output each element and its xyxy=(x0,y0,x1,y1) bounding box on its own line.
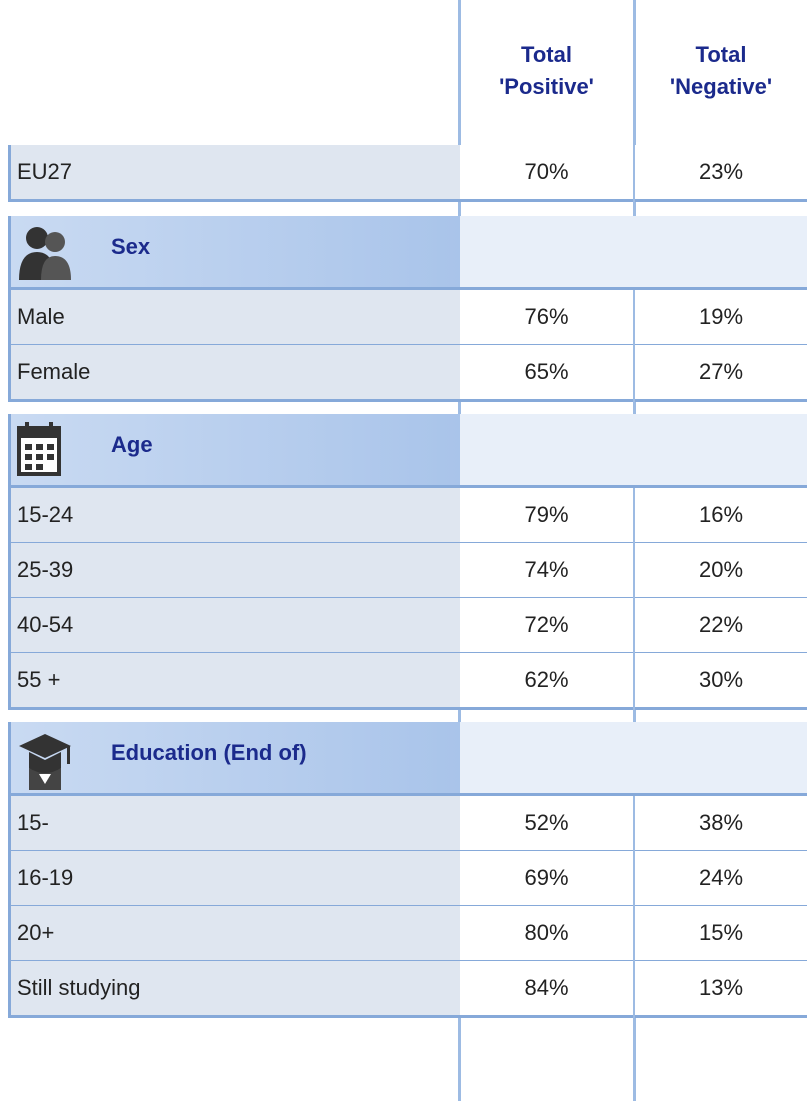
cell-text: 24% xyxy=(698,865,744,890)
section-header-fill xyxy=(460,722,807,796)
cell-text: 69% xyxy=(524,865,569,890)
column-header-text: Total 'Negative' xyxy=(669,42,773,99)
cell-text: 70% xyxy=(524,159,569,184)
row-label-text: Still studying xyxy=(17,975,141,1000)
cell-text: 74% xyxy=(524,557,569,582)
cell: 24% xyxy=(635,851,807,908)
cell-text: 80% xyxy=(524,920,569,945)
row-label: 16-19 xyxy=(8,851,460,908)
cell: 30% xyxy=(635,653,807,710)
section-header-fill xyxy=(460,216,807,290)
cell-text: 19% xyxy=(698,304,744,329)
cell-text: 13% xyxy=(698,975,744,1000)
cell: 69% xyxy=(460,851,633,908)
cell-text: 22% xyxy=(698,612,744,637)
section-header-fill xyxy=(460,414,807,488)
cell: 72% xyxy=(460,598,633,655)
column-header-text: Total 'Positive' xyxy=(499,42,594,99)
row-label-text: Female xyxy=(17,359,91,384)
cell: 23% xyxy=(635,145,807,202)
row-label: 25-39 xyxy=(8,543,460,600)
row-label: 15-24 xyxy=(8,488,460,545)
section-icon xyxy=(15,222,75,287)
section-header: Age xyxy=(8,414,460,488)
row-label-text: 40-54 xyxy=(17,612,74,637)
cell-text: 65% xyxy=(524,359,569,384)
cell: 74% xyxy=(460,543,633,600)
cell: 15% xyxy=(635,906,807,963)
section-icon xyxy=(15,420,65,485)
row-label: 55 + xyxy=(8,653,460,710)
row-label-text: 16-19 xyxy=(17,865,74,890)
cell: 65% xyxy=(460,345,633,402)
cell-text: 76% xyxy=(524,304,569,329)
cell: 27% xyxy=(635,345,807,402)
column-header: Total 'Negative' xyxy=(635,0,807,142)
cell: 38% xyxy=(635,796,807,853)
cell-text: 84% xyxy=(524,975,569,1000)
cell: 84% xyxy=(460,961,633,1018)
cell: 20% xyxy=(635,543,807,600)
column-header: Total 'Positive' xyxy=(460,0,633,142)
cell: 79% xyxy=(460,488,633,545)
cell-text: 27% xyxy=(698,359,744,384)
cell-text: 38% xyxy=(698,810,744,835)
cell: 80% xyxy=(460,906,633,963)
row-label-text: 20+ xyxy=(17,920,55,945)
cell-text: 15% xyxy=(698,920,744,945)
cell-text: 79% xyxy=(524,502,569,527)
cell: 76% xyxy=(460,290,633,347)
cell: 13% xyxy=(635,961,807,1018)
cell-text: 52% xyxy=(524,810,569,835)
section-title: Sex xyxy=(111,234,151,259)
cell: 22% xyxy=(635,598,807,655)
row-label: Still studying xyxy=(8,961,460,1018)
section-title: Age xyxy=(111,432,153,457)
cell-text: 23% xyxy=(698,159,744,184)
cell-text: 62% xyxy=(524,667,569,692)
row-label: 15- xyxy=(8,796,460,853)
cell: 16% xyxy=(635,488,807,545)
cell-text: 20% xyxy=(698,557,744,582)
row-label-text: 55 + xyxy=(17,667,61,692)
column-divider xyxy=(633,0,636,1101)
row-label: 20+ xyxy=(8,906,460,963)
section-header: Sex xyxy=(8,216,460,290)
row-label: EU27 xyxy=(8,145,460,202)
cell-text: 72% xyxy=(524,612,569,637)
row-label-text: Male xyxy=(17,304,65,329)
cell: 52% xyxy=(460,796,633,853)
row-label-text: 15- xyxy=(17,810,49,835)
row-label: Female xyxy=(8,345,460,402)
cell: 62% xyxy=(460,653,633,710)
cell-text: 30% xyxy=(698,667,744,692)
section-icon xyxy=(15,728,75,795)
row-label-text: 15-24 xyxy=(17,502,74,527)
cell: 19% xyxy=(635,290,807,347)
row-label: 40-54 xyxy=(8,598,460,655)
row-label: Male xyxy=(8,290,460,347)
row-label-text: EU27 xyxy=(17,159,73,184)
row-label-text: 25-39 xyxy=(17,557,74,582)
section-header: Education (End of) xyxy=(8,722,460,796)
cell-text: 16% xyxy=(698,502,744,527)
section-title: Education (End of) xyxy=(111,740,307,765)
cell: 70% xyxy=(460,145,633,202)
